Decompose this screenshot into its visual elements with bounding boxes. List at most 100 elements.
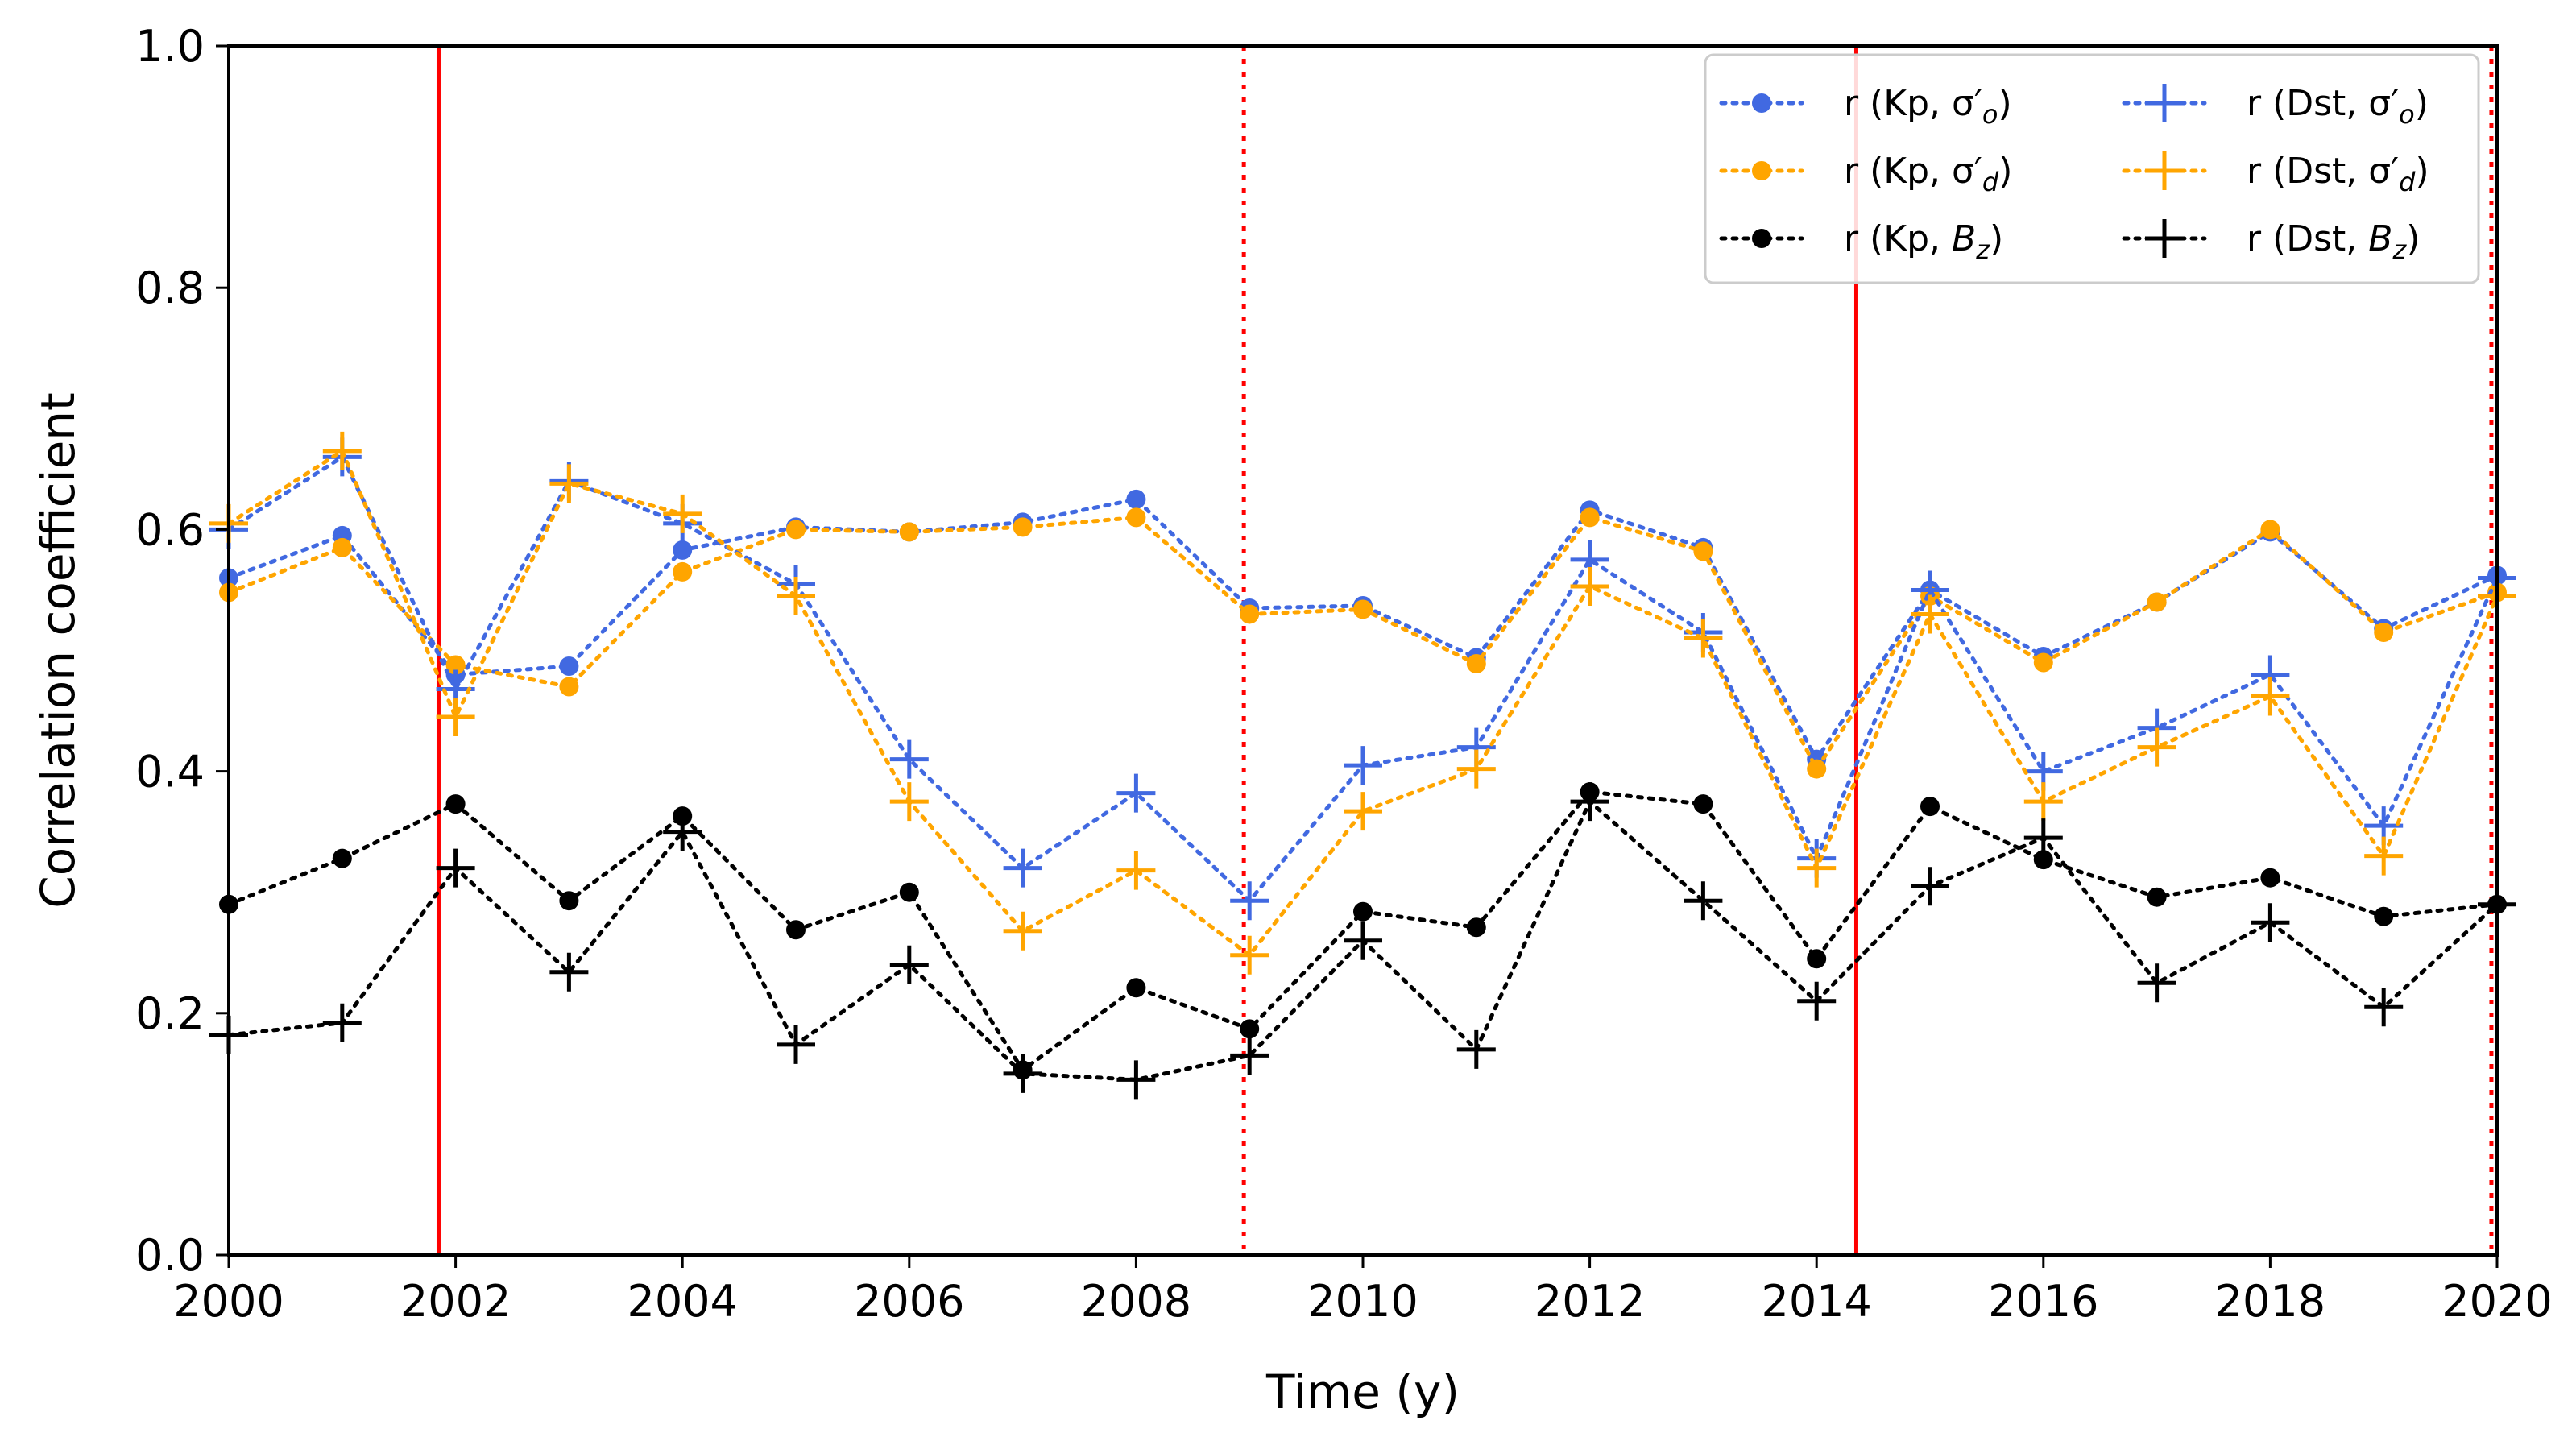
data-point <box>1230 1036 1269 1075</box>
data-point <box>1126 507 1146 528</box>
x-tick-label: 2004 <box>627 1276 737 1327</box>
data-point <box>1797 848 1837 888</box>
x-tick-label: 2012 <box>1534 1276 1645 1327</box>
data-point <box>445 655 466 675</box>
series-2 <box>219 507 2507 779</box>
data-point <box>2147 592 2167 612</box>
legend-swatch-marker <box>1752 93 1771 113</box>
data-point <box>2147 887 2167 907</box>
legend-swatch-marker <box>2145 219 2184 258</box>
x-tick-label: 2008 <box>1081 1276 1191 1327</box>
data-point <box>559 677 579 697</box>
data-point <box>2374 906 2394 926</box>
legend-swatch-marker <box>2145 84 2184 122</box>
data-point <box>889 739 929 779</box>
legend-box <box>1704 53 2480 284</box>
data-point <box>1344 746 1382 785</box>
data-point <box>1456 749 1496 789</box>
x-tick-label: 2014 <box>1761 1276 1871 1327</box>
series-layer <box>209 431 2516 1100</box>
data-point <box>1466 917 1486 938</box>
x-tick-label: 2002 <box>400 1276 511 1327</box>
data-point <box>673 561 693 582</box>
series-line <box>226 497 2499 764</box>
series-line <box>226 448 2499 959</box>
data-point <box>2023 782 2063 822</box>
data-point <box>899 882 919 902</box>
data-point <box>1013 517 1033 537</box>
data-point <box>1230 935 1269 975</box>
legend-swatch-marker <box>1752 229 1771 248</box>
legend-item: r (Kp, σ′o) <box>1719 83 2012 130</box>
legend-item: r (Dst, σ′o) <box>2122 83 2429 130</box>
data-point <box>1353 901 1373 922</box>
data-point <box>663 812 702 851</box>
x-tick-label: 2000 <box>173 1276 284 1327</box>
x-axis-title: Time (y) <box>1265 1365 1460 1419</box>
data-point <box>889 945 929 984</box>
x-tick-label: 2018 <box>2215 1276 2325 1327</box>
data-point <box>322 1003 362 1042</box>
legend-swatch-marker <box>1752 161 1771 180</box>
legend-label: r (Kp, Bz) <box>1844 218 2003 265</box>
data-point <box>2374 622 2394 642</box>
data-point <box>1570 782 1609 822</box>
data-point <box>1116 773 1156 813</box>
data-point <box>1684 619 1723 658</box>
data-point <box>786 920 806 940</box>
data-point <box>2137 727 2176 767</box>
legend-item: r (Kp, σ′d) <box>1719 151 2012 197</box>
data-point <box>1344 792 1382 831</box>
legend-label: r (Dst, Bz) <box>2247 218 2420 265</box>
data-point <box>1684 881 1723 921</box>
legend-swatch-marker <box>2145 151 2184 190</box>
y-tick-label: 0.4 <box>135 747 205 797</box>
data-point <box>777 1025 815 1064</box>
data-point <box>786 520 806 540</box>
data-point <box>1693 794 1713 814</box>
data-point <box>2364 988 2404 1027</box>
legend-label: r (Kp, σ′d) <box>1844 151 2012 197</box>
data-point <box>445 794 466 814</box>
data-point <box>1126 489 1146 509</box>
data-point <box>1116 1060 1156 1100</box>
data-point <box>559 891 579 911</box>
data-point <box>1693 541 1713 561</box>
legend-label: r (Dst, σ′d) <box>2247 151 2429 197</box>
data-point <box>1126 978 1146 998</box>
data-point <box>2137 963 2176 1003</box>
data-point <box>1353 599 1373 619</box>
data-point <box>889 782 929 822</box>
y-tick-label: 1.0 <box>135 21 205 72</box>
data-point <box>2260 520 2280 540</box>
y-axis-title: Correlation coefficient <box>31 392 85 909</box>
data-point <box>436 698 475 737</box>
data-point <box>1230 881 1269 921</box>
series-5 <box>209 431 2516 975</box>
data-point <box>777 576 815 615</box>
x-tick-label: 2016 <box>1988 1276 2098 1327</box>
data-point <box>2251 677 2290 716</box>
data-point <box>1240 604 1260 624</box>
y-tick-label: 0.6 <box>135 504 205 555</box>
x-tick-label: 2006 <box>854 1276 964 1327</box>
data-point <box>1116 851 1156 890</box>
y-tick-label: 0.8 <box>135 263 205 313</box>
data-point <box>1920 797 1940 817</box>
legend-label: r (Dst, σ′o) <box>2247 83 2429 130</box>
data-point <box>2033 850 2053 870</box>
x-tick-label: 2010 <box>1307 1276 1418 1327</box>
series-6 <box>209 782 2516 1100</box>
data-point <box>1797 981 1837 1021</box>
data-point <box>899 522 919 542</box>
data-point <box>2364 836 2404 876</box>
data-point <box>549 464 589 503</box>
data-point <box>1003 1054 1042 1093</box>
data-point <box>1003 848 1042 888</box>
y-tick-label: 0.2 <box>135 988 205 1039</box>
data-point <box>1807 949 1827 969</box>
data-point <box>663 494 702 533</box>
data-point <box>1240 1019 1260 1039</box>
legend-item: r (Dst, Bz) <box>2122 218 2420 265</box>
